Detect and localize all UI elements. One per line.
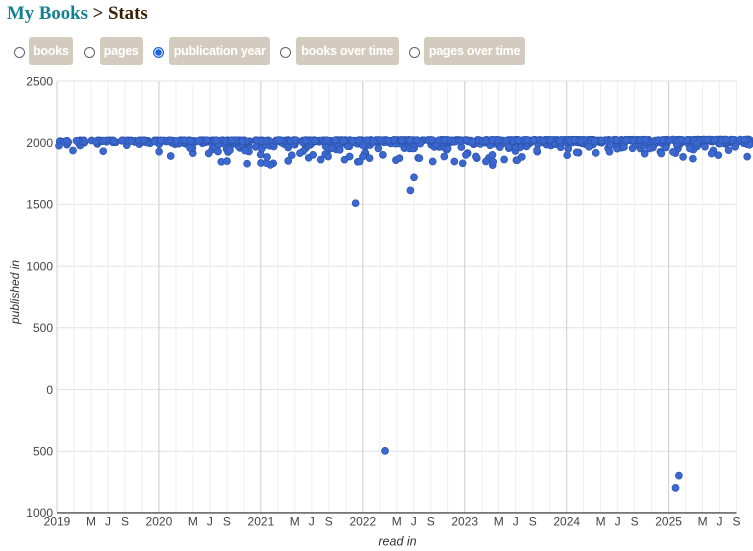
- svg-text:1000: 1000: [26, 259, 53, 273]
- svg-text:M: M: [698, 515, 708, 529]
- svg-text:M: M: [86, 515, 96, 529]
- svg-text:500: 500: [33, 321, 53, 335]
- svg-text:2025: 2025: [655, 515, 682, 529]
- svg-text:1000: 1000: [26, 506, 53, 520]
- svg-text:S: S: [631, 515, 639, 529]
- svg-text:S: S: [223, 515, 231, 529]
- svg-text:500: 500: [33, 445, 53, 459]
- svg-text:M: M: [392, 515, 402, 529]
- svg-text:2500: 2500: [26, 74, 53, 88]
- svg-text:M: M: [494, 515, 504, 529]
- svg-text:2024: 2024: [553, 515, 580, 529]
- svg-text:S: S: [427, 515, 435, 529]
- svg-text:2022: 2022: [349, 515, 376, 529]
- svg-text:2000: 2000: [26, 136, 53, 150]
- svg-text:1500: 1500: [26, 198, 53, 212]
- svg-text:S: S: [325, 515, 333, 529]
- svg-text:M: M: [290, 515, 300, 529]
- svg-text:J: J: [615, 515, 621, 529]
- svg-text:S: S: [529, 515, 537, 529]
- svg-text:J: J: [309, 515, 315, 529]
- svg-text:S: S: [121, 515, 129, 529]
- svg-text:M: M: [188, 515, 198, 529]
- svg-text:J: J: [105, 515, 111, 529]
- svg-text:S: S: [732, 515, 740, 529]
- svg-text:2020: 2020: [146, 515, 173, 529]
- svg-text:J: J: [411, 515, 417, 529]
- svg-text:0: 0: [46, 383, 53, 397]
- svg-text:2019: 2019: [44, 515, 71, 529]
- svg-text:read in: read in: [378, 535, 416, 549]
- svg-text:M: M: [596, 515, 606, 529]
- svg-text:J: J: [207, 515, 213, 529]
- svg-text:2023: 2023: [451, 515, 478, 529]
- svg-text:J: J: [513, 515, 519, 529]
- svg-text:2021: 2021: [248, 515, 275, 529]
- svg-text:published in: published in: [8, 260, 22, 325]
- svg-text:J: J: [717, 515, 723, 529]
